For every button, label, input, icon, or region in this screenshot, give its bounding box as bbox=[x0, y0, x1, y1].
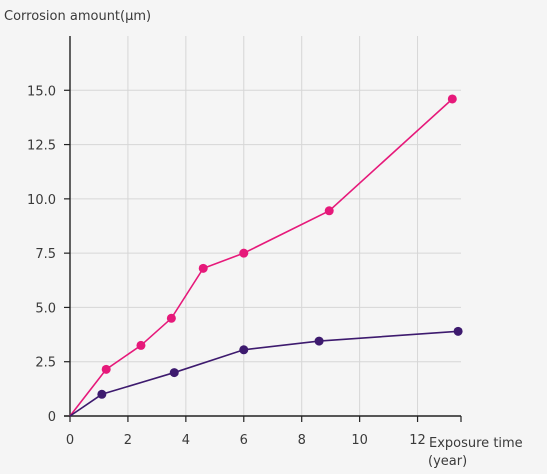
y-tick-label: 7.5 bbox=[35, 247, 56, 262]
data-point bbox=[136, 340, 146, 350]
y-tick-label: 10.0 bbox=[27, 193, 56, 208]
data-point bbox=[198, 263, 208, 273]
data-point bbox=[101, 364, 111, 374]
y-tick-label: 2.5 bbox=[35, 356, 56, 371]
x-tick-label: 6 bbox=[240, 433, 248, 448]
x-axis-title: Exposure time bbox=[429, 436, 523, 451]
tick-labels: 0 2 4 6 8 10 12 0 2.5 5.0 7.5 10.0 12.5 15.0 bbox=[27, 84, 426, 448]
x-tick-label: 2 bbox=[124, 433, 132, 448]
axes bbox=[64, 36, 462, 422]
series-0 bbox=[69, 94, 457, 417]
x-tick-label: 8 bbox=[298, 433, 306, 448]
series-line bbox=[69, 98, 453, 417]
grid bbox=[70, 36, 461, 416]
data-point bbox=[324, 206, 334, 216]
x-axis-title-unit: (year) bbox=[428, 454, 467, 469]
data-point bbox=[314, 336, 324, 346]
data-point bbox=[166, 313, 176, 323]
data-point bbox=[453, 326, 463, 336]
data-point bbox=[239, 345, 249, 355]
x-tick-label: 12 bbox=[409, 433, 426, 448]
x-tick-label: 10 bbox=[351, 433, 368, 448]
y-tick-label: 12.5 bbox=[27, 139, 56, 154]
y-axis-title: Corrosion amount(μm) bbox=[4, 9, 151, 24]
data-point bbox=[169, 368, 179, 378]
y-tick-label: 0 bbox=[48, 410, 56, 425]
series-line bbox=[69, 330, 459, 417]
y-tick-label: 5.0 bbox=[35, 301, 56, 316]
series-1 bbox=[69, 326, 463, 417]
data-point bbox=[447, 94, 457, 104]
x-tick-label: 4 bbox=[182, 433, 190, 448]
y-tick-label: 15.0 bbox=[27, 84, 56, 99]
x-tick-label: 0 bbox=[66, 433, 74, 448]
data-point bbox=[239, 248, 249, 258]
series bbox=[69, 94, 463, 417]
data-point bbox=[97, 389, 107, 399]
